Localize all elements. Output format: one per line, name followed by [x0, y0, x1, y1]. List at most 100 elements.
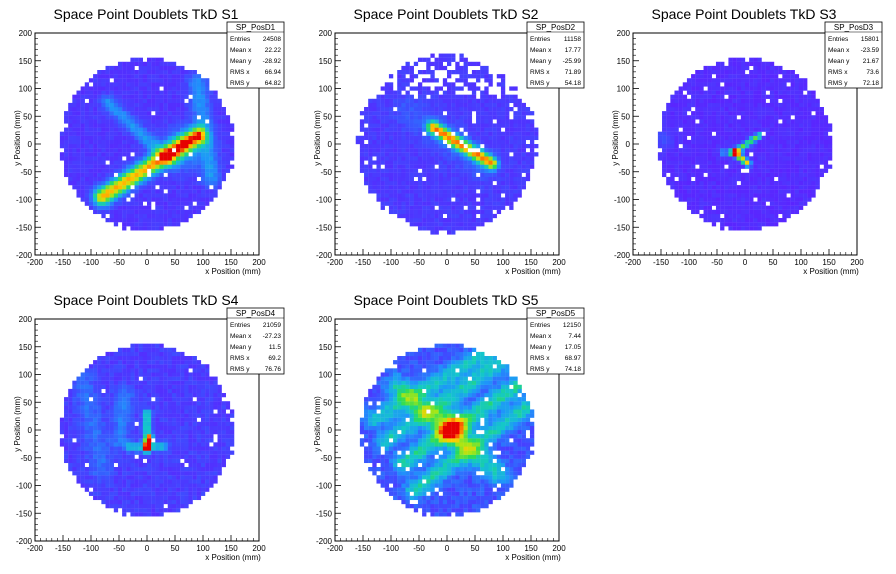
- heatmap-bin: [417, 176, 423, 182]
- heatmap-bin: [84, 475, 90, 480]
- heatmap-bin: [786, 197, 791, 202]
- heatmap-bin: [447, 90, 452, 95]
- heatmap-bin: [728, 94, 733, 99]
- heatmap-bin: [438, 164, 443, 169]
- heatmap-bin: [376, 168, 381, 173]
- heatmap-bin: [147, 111, 152, 116]
- heatmap-bin: [715, 144, 721, 149]
- heatmap-bin: [782, 139, 787, 145]
- heatmap-bin: [176, 127, 181, 132]
- heatmap-bin: [678, 152, 683, 157]
- heatmap-bin: [753, 189, 758, 194]
- heatmap-bin: [113, 495, 119, 501]
- heatmap-bin: [88, 458, 94, 464]
- heatmap-bin: [467, 119, 473, 124]
- heatmap-bin: [64, 446, 69, 451]
- heatmap-bin: [803, 168, 808, 173]
- heatmap-bin: [774, 213, 779, 219]
- heatmap-bin: [422, 172, 427, 178]
- heatmap-bin: [728, 61, 733, 67]
- heatmap-bin: [80, 193, 85, 198]
- heatmap-bin: [720, 218, 725, 223]
- heatmap-bin: [142, 172, 148, 178]
- heatmap-bin: [724, 102, 729, 108]
- heatmap-bin: [122, 209, 127, 215]
- heatmap-bin: [200, 86, 206, 91]
- heatmap-bin: [765, 115, 771, 120]
- heatmap-bin: [196, 181, 202, 186]
- heatmap-bin: [666, 111, 671, 116]
- heatmap-bin: [422, 119, 427, 124]
- heatmap-bin: [380, 135, 385, 141]
- heatmap-bin: [88, 467, 94, 472]
- heatmap-bin: [496, 111, 502, 116]
- heatmap-bin: [105, 176, 110, 182]
- heatmap-bin: [151, 189, 156, 194]
- heatmap-bin: [699, 86, 704, 91]
- heatmap-bin: [753, 156, 758, 161]
- heatmap-bin: [105, 205, 110, 210]
- heatmap-bin: [93, 446, 98, 451]
- heatmap-bin: [691, 201, 696, 206]
- heatmap-bin: [84, 405, 90, 410]
- heatmap-bin: [80, 380, 85, 385]
- heatmap-bin: [451, 164, 456, 169]
- heatmap-bin: [740, 176, 746, 182]
- heatmap-bin: [749, 135, 754, 141]
- heatmap-bin: [434, 152, 439, 157]
- heatmap-bin: [695, 205, 700, 210]
- heatmap-bin: [101, 372, 106, 377]
- heatmap-bin: [711, 123, 717, 128]
- heatmap-bin: [105, 450, 110, 455]
- heatmap-bin: [811, 119, 816, 124]
- heatmap-bin: [388, 156, 394, 161]
- heatmap-bin: [426, 70, 431, 75]
- heatmap-bin: [192, 164, 197, 169]
- heatmap-bin: [80, 462, 85, 468]
- heatmap-bin: [380, 172, 385, 178]
- heatmap-bin: [159, 102, 164, 108]
- heatmap-bin: [707, 115, 712, 120]
- heatmap-bin: [134, 74, 139, 79]
- heatmap-bin: [364, 131, 369, 136]
- heatmap-bin: [666, 115, 671, 120]
- heatmap-bin: [180, 127, 185, 132]
- heatmap-bin: [434, 172, 439, 178]
- heatmap-bin: [409, 98, 414, 104]
- heatmap-bin: [101, 152, 106, 157]
- heatmap-bin: [794, 94, 800, 99]
- heatmap-bin: [732, 222, 737, 227]
- heatmap-bin: [126, 380, 131, 385]
- heatmap-bin: [97, 454, 102, 459]
- heatmap-bin: [442, 107, 448, 112]
- heatmap-bin: [720, 193, 725, 198]
- heatmap-bin: [200, 164, 206, 169]
- heatmap-bin: [430, 127, 435, 132]
- heatmap-bin: [749, 160, 754, 165]
- heatmap-bin: [736, 176, 741, 182]
- heatmap-bin: [745, 193, 750, 198]
- heatmap-bin: [409, 201, 414, 206]
- heatmap-bin: [134, 144, 139, 149]
- heatmap-bin: [380, 98, 385, 104]
- heatmap-bin: [134, 487, 139, 492]
- heatmap-bin: [192, 107, 197, 112]
- heatmap-bin: [695, 160, 700, 165]
- heatmap-bin: [117, 131, 123, 136]
- heatmap-bin: [724, 139, 729, 145]
- heatmap-bin: [101, 425, 106, 431]
- heatmap-bin: [376, 123, 381, 128]
- heatmap-bin: [126, 152, 131, 157]
- heatmap-bin: [707, 148, 712, 153]
- heatmap-bin: [417, 193, 423, 198]
- heatmap-bin: [480, 197, 485, 202]
- heatmap-bin: [678, 185, 683, 190]
- x-tick-label: -100: [681, 258, 698, 267]
- heatmap-bin: [59, 417, 65, 422]
- heatmap-bin: [80, 181, 85, 186]
- heatmap-bin: [711, 152, 717, 157]
- heatmap-bin: [134, 388, 139, 394]
- heatmap-bin: [93, 209, 98, 215]
- heatmap-bin: [80, 135, 85, 141]
- heatmap-bin: [147, 107, 152, 112]
